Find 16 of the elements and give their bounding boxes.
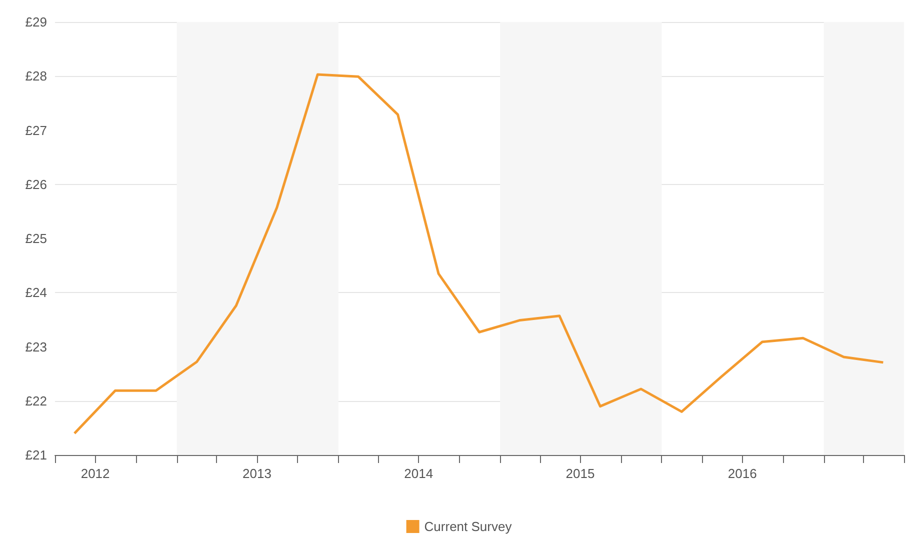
y-tick-label: £27: [25, 122, 47, 138]
y-tick-label: £29: [25, 14, 47, 30]
x-tick-label: 2012: [80, 466, 110, 481]
y-tick-label: £24: [25, 285, 47, 300]
y-tick-label: £21: [25, 448, 47, 462]
y-tick-label: £28: [25, 68, 47, 84]
x-tick-label: 2013: [242, 466, 272, 481]
legend-label: Current Survey: [424, 519, 512, 534]
y-tick-label: £22: [25, 393, 47, 408]
x-tick-label: 2015: [566, 466, 595, 481]
x-tick-label: 2014: [404, 466, 434, 481]
y-tick-label: £23: [25, 339, 47, 354]
line-series: [73, 73, 884, 435]
x-tick-label: 2016: [728, 466, 757, 481]
y-tick-label: £26: [25, 176, 47, 192]
y-tick-label: £25: [25, 231, 47, 246]
